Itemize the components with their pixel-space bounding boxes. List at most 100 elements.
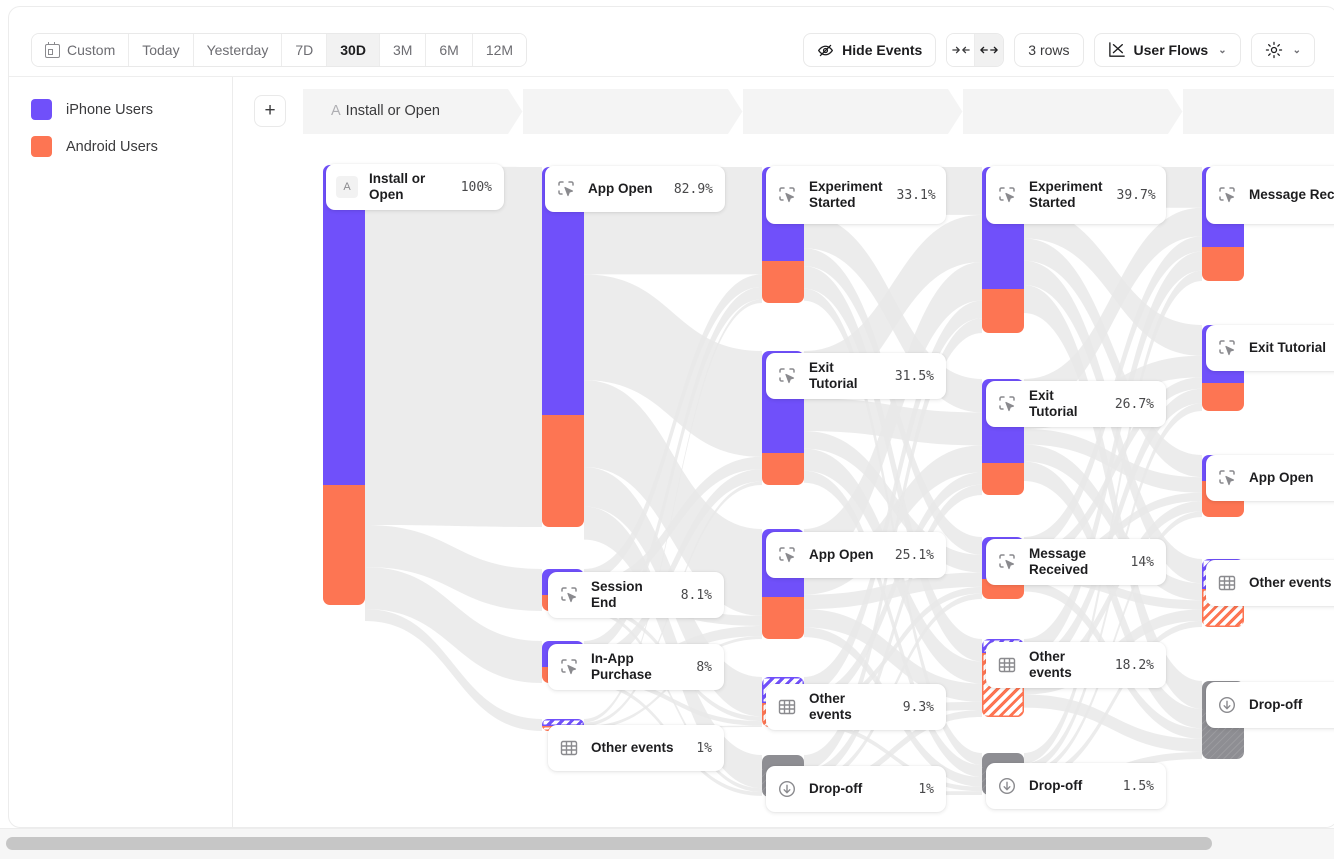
node-chip[interactable]: Other events 18.2%: [986, 642, 1166, 688]
range-6m[interactable]: 6M: [426, 34, 473, 66]
grid-icon: [1216, 572, 1238, 594]
step-header-3[interactable]: [963, 89, 1183, 134]
flow-ribbon: [804, 721, 982, 792]
scrollbar-thumb[interactable]: [6, 837, 1212, 850]
node-percent: 8.1%: [680, 587, 712, 603]
cursor-click-icon: [558, 656, 580, 678]
flow-ribbon: [584, 456, 762, 594]
cursor-click-icon: [996, 393, 1018, 415]
hide-events-label: Hide Events: [842, 42, 923, 58]
chevron-down-icon: ⌄: [1292, 44, 1301, 56]
add-step-button[interactable]: +: [254, 95, 286, 127]
range-label: 12M: [485, 42, 514, 58]
legend-label: Android Users: [66, 138, 158, 155]
flow-ribbon: [804, 214, 982, 399]
sankey-nodes: A Install or Open 100% App Open 82.9% Session…: [233, 77, 1334, 827]
range-yesterday[interactable]: Yesterday: [193, 34, 283, 66]
range-today[interactable]: Today: [129, 34, 194, 66]
expand-horizontal-icon[interactable]: [975, 34, 1004, 66]
range-7d[interactable]: 7D: [282, 34, 328, 66]
calendar-icon: [45, 41, 60, 58]
node-chip[interactable]: Drop-off 1.5%: [986, 763, 1166, 809]
flow-ribbon: [584, 274, 762, 582]
node-chip[interactable]: Message Received 14%: [986, 539, 1166, 585]
cursor-click-icon: [1216, 184, 1238, 206]
bar-segment-iphone: [323, 165, 365, 485]
flow-ribbon: [1024, 285, 1202, 709]
step-label: A Install or Open: [331, 103, 440, 119]
node-chip[interactable]: Other events 1%: [548, 725, 724, 771]
flow-chart-icon: [1108, 42, 1126, 58]
node-label: App Open: [588, 181, 653, 196]
step-header-2[interactable]: [743, 89, 963, 134]
flow-canvas: + A Install or Open A Install or Open 100% A…: [233, 77, 1334, 827]
toolbar-right-group: Hide Events 3 rows: [803, 33, 1315, 67]
settings-dropdown[interactable]: ⌄: [1250, 33, 1315, 67]
cursor-click-icon: [996, 551, 1018, 573]
node-chip[interactable]: Exit Tutorial: [1206, 325, 1334, 371]
node-label: Experiment Started: [1029, 179, 1103, 210]
node-chip[interactable]: Message Received: [1206, 166, 1334, 224]
range-label: Yesterday: [206, 42, 269, 58]
cursor-click-icon: [1216, 337, 1238, 359]
range-custom[interactable]: Custom: [32, 34, 130, 66]
cursor-click-icon: [996, 184, 1018, 206]
flow-ribbon: [1024, 500, 1202, 684]
node-label: Other events: [1249, 575, 1332, 590]
node-label: Session End: [591, 579, 643, 610]
node-chip[interactable]: Other events 9.3%: [766, 684, 946, 730]
node-chip[interactable]: Drop-off 1%: [766, 766, 946, 812]
node-chip[interactable]: Exit Tutorial 31.5%: [766, 353, 946, 399]
view-type-dropdown[interactable]: User Flows ⌄: [1093, 33, 1241, 67]
legend-panel: iPhone Users Android Users: [9, 77, 233, 827]
rows-count-button[interactable]: 3 rows: [1014, 33, 1084, 67]
node-chip[interactable]: App Open 25.1%: [766, 532, 946, 578]
node-label: Drop-off: [1249, 697, 1303, 712]
legend-item-iphone[interactable]: iPhone Users: [31, 99, 210, 120]
node-label: Install or Open: [369, 171, 426, 202]
node-percent: 8%: [696, 659, 712, 675]
hide-events-button[interactable]: Hide Events: [803, 33, 937, 67]
grid-icon: [776, 696, 798, 718]
flow-ribbon: [804, 586, 982, 714]
node-chip[interactable]: Exit Tutorial 26.7%: [986, 381, 1166, 427]
spacing-toggle-group[interactable]: [946, 33, 1005, 67]
node-bar[interactable]: [323, 165, 365, 605]
bar-segment-android: [762, 261, 804, 303]
node-chip[interactable]: Experiment Started 33.1%: [766, 166, 946, 224]
dropoff-icon: [776, 778, 798, 800]
collapse-horizontal-icon[interactable]: [947, 34, 976, 66]
step-title: Install or Open: [345, 103, 440, 119]
node-chip[interactable]: A Install or Open 100%: [326, 164, 504, 210]
rows-count-label: 3 rows: [1028, 42, 1070, 58]
node-chip[interactable]: Session End 8.1%: [548, 572, 724, 618]
legend-color-swatch: [31, 136, 52, 157]
range-3m[interactable]: 3M: [379, 34, 427, 66]
bar-segment-android: [982, 289, 1024, 333]
flow-ribbon: [804, 261, 982, 568]
flow-ribbon: [1024, 444, 1202, 601]
node-chip[interactable]: App Open: [1206, 455, 1334, 501]
step-header-0[interactable]: A Install or Open: [303, 89, 523, 134]
step-header-1[interactable]: [523, 89, 743, 134]
node-chip[interactable]: Drop-off: [1206, 682, 1334, 728]
step-header-bar: A Install or Open: [303, 89, 1334, 134]
bar-segment-android: [1202, 383, 1244, 411]
app-window: Custom Today Yesterday 7D 30D 3M 6M 12M Hide Ev…: [8, 6, 1334, 828]
range-30d[interactable]: 30D: [327, 34, 380, 66]
node-chip[interactable]: App Open 82.9%: [545, 166, 725, 212]
date-range-segmented-control[interactable]: Custom Today Yesterday 7D 30D 3M 6M 12M: [31, 33, 528, 67]
bar-segment-android: [762, 597, 804, 639]
node-label: App Open: [1249, 470, 1314, 485]
node-chip[interactable]: Experiment Started 39.7%: [986, 166, 1166, 224]
node-chip[interactable]: In-App Purchase 8%: [548, 644, 724, 690]
legend-item-android[interactable]: Android Users: [31, 136, 210, 157]
node-bar[interactable]: [542, 167, 584, 527]
node-chip[interactable]: Other events: [1206, 560, 1334, 606]
horizontal-scrollbar[interactable]: [0, 828, 1334, 859]
range-12m[interactable]: 12M: [472, 34, 527, 66]
node-label: Exit Tutorial: [809, 360, 858, 391]
dropoff-icon: [1216, 694, 1238, 716]
step-header-4[interactable]: [1183, 89, 1334, 134]
node-label: Experiment Started: [809, 179, 883, 210]
